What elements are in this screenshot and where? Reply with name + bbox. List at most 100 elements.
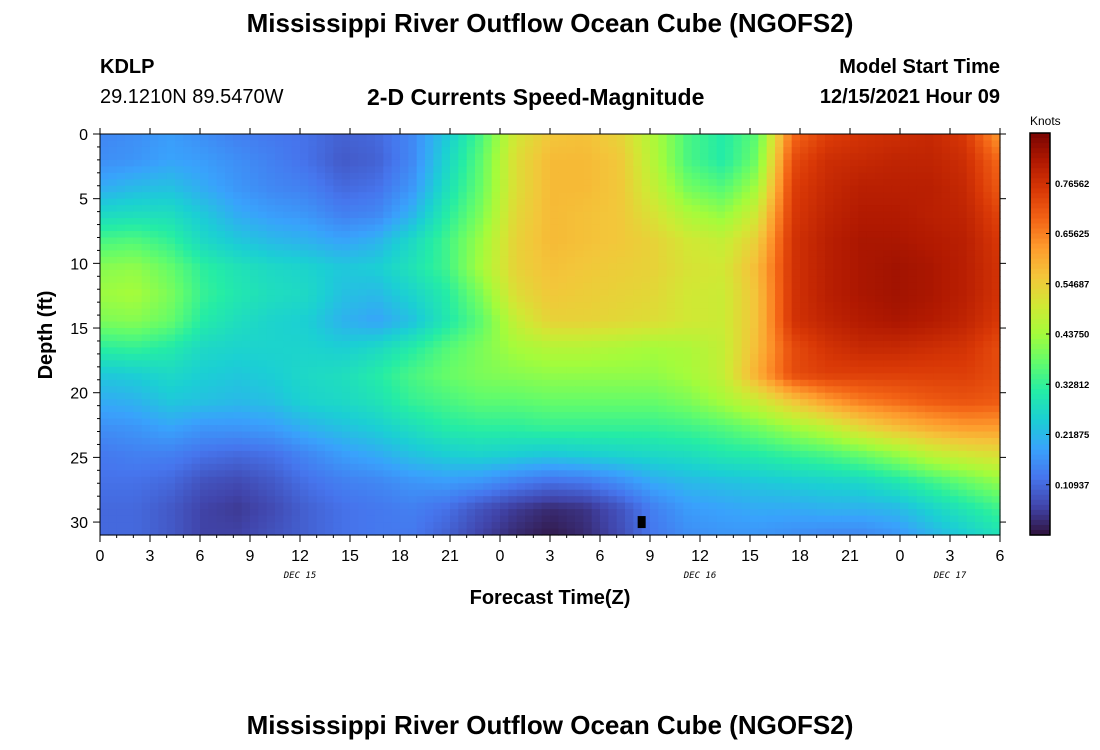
heatmap-cell (975, 425, 984, 433)
heatmap-cell (500, 224, 509, 232)
heatmap-cell (750, 347, 759, 355)
heatmap-cell (583, 308, 593, 316)
heatmap-cell (241, 289, 251, 297)
heatmap-cell (300, 263, 309, 271)
heatmap-cell (550, 179, 559, 187)
heatmap-cell (391, 347, 401, 355)
heatmap-cell (591, 392, 601, 400)
heatmap-cell (825, 192, 834, 200)
heatmap-cell (425, 366, 434, 374)
heatmap-cell (175, 231, 184, 239)
heatmap-cell (691, 392, 701, 400)
heatmap-cell (183, 321, 193, 329)
heatmap-cell (333, 392, 343, 400)
heatmap-cell (966, 295, 976, 303)
heatmap-cell (191, 166, 201, 174)
heatmap-cell (433, 269, 443, 277)
heatmap-cell (650, 334, 659, 342)
heatmap-cell (333, 205, 343, 213)
heatmap-cell (925, 263, 934, 271)
heatmap-cell (516, 231, 526, 239)
heatmap-cell (466, 140, 476, 148)
heatmap-cell (316, 205, 326, 213)
heatmap-cell (508, 315, 518, 323)
heatmap-cell (675, 224, 684, 232)
heatmap-cell (825, 250, 834, 258)
heatmap-cell (175, 140, 184, 148)
heatmap-cell (175, 250, 184, 258)
heatmap-cell (166, 315, 176, 323)
heatmap-cell (925, 172, 934, 180)
heatmap-cell (666, 373, 676, 381)
heatmap-cell (100, 211, 109, 219)
heatmap-cell (341, 146, 351, 155)
heatmap-cell (633, 412, 643, 420)
heatmap-cell (658, 418, 668, 426)
heatmap-cell (783, 399, 793, 407)
heatmap-cell (375, 340, 384, 349)
heatmap-cell (350, 198, 359, 206)
heatmap-cell (291, 289, 301, 297)
heatmap-cell (566, 360, 576, 368)
heatmap-cell (691, 425, 701, 433)
heatmap-cell (558, 353, 568, 361)
heatmap-cell (241, 205, 251, 213)
heatmap-cell (766, 211, 776, 219)
heatmap-cell (491, 179, 501, 187)
heatmap-cell (566, 328, 576, 336)
heatmap-cell (341, 172, 351, 180)
heatmap-cell (175, 340, 184, 349)
heatmap-cell (950, 360, 959, 368)
heatmap-cell (541, 192, 551, 200)
heatmap-cell (758, 172, 768, 180)
heatmap-cell (775, 399, 784, 407)
heatmap-cell (883, 340, 893, 349)
heatmap-cell (358, 392, 368, 400)
heatmap-cell (983, 276, 993, 284)
heatmap-cell (991, 425, 1001, 433)
heatmap-cell (633, 269, 643, 277)
heatmap-cell (708, 353, 718, 361)
heatmap-cell (225, 146, 234, 155)
heatmap-cell (408, 218, 418, 226)
heatmap-cell (141, 360, 151, 368)
heatmap-cell (708, 276, 718, 284)
heatmap-cell (366, 256, 376, 264)
heatmap-cell (208, 211, 218, 219)
heatmap-cell (608, 418, 618, 426)
heatmap-cell (633, 405, 643, 413)
heatmap-cell (825, 256, 834, 264)
heatmap-cell (100, 366, 109, 374)
heatmap-cell (750, 185, 759, 193)
heatmap-cell (875, 321, 884, 329)
heatmap-cell (641, 140, 651, 148)
heatmap-cell (133, 412, 143, 420)
heatmap-cell (783, 425, 793, 433)
heatmap-cell (891, 405, 901, 413)
heatmap-cell (308, 418, 318, 426)
heatmap-cell (100, 166, 109, 174)
heatmap-cell (458, 289, 468, 297)
heatmap-cell (141, 198, 151, 206)
heatmap-cell (516, 166, 526, 174)
heatmap-cell (758, 231, 768, 239)
heatmap-cell (925, 237, 934, 245)
heatmap-cell (441, 392, 451, 400)
heatmap-cell (891, 192, 901, 200)
heatmap-cell (725, 308, 734, 316)
heatmap-cell (250, 412, 259, 420)
heatmap-cell (841, 166, 851, 174)
heatmap-cell (583, 386, 593, 394)
heatmap-cell (850, 256, 859, 264)
heatmap-cell (483, 386, 493, 394)
heatmap-cell (941, 282, 951, 290)
heatmap-cell (833, 366, 843, 374)
heatmap-cell (841, 366, 851, 374)
heatmap-cell (416, 347, 426, 355)
heatmap-cell (258, 412, 268, 420)
heatmap-cell (591, 412, 601, 420)
heatmap-cell (125, 373, 134, 381)
heatmap-cell (591, 134, 601, 142)
heatmap-cell (933, 340, 943, 349)
heatmap-cell (475, 386, 484, 394)
